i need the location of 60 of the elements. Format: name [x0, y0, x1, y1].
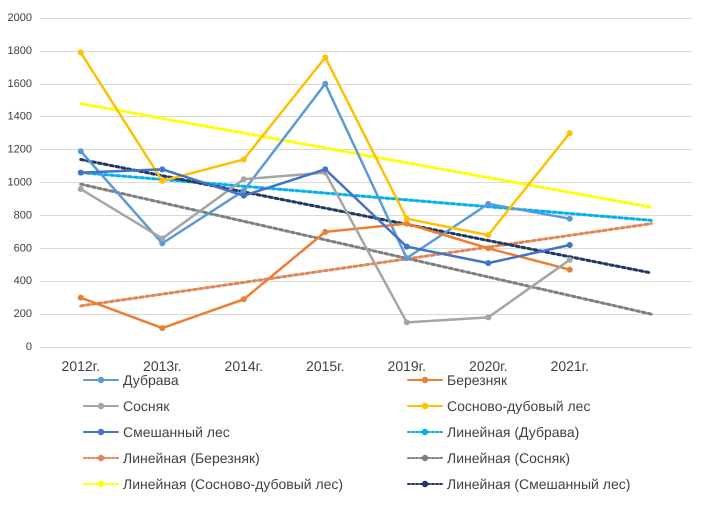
- y-tick-label: 1800: [8, 44, 32, 57]
- point: [322, 80, 328, 87]
- point: [240, 192, 247, 199]
- point: [485, 232, 492, 238]
- legend-label: Линейная (Сосняк): [447, 450, 570, 466]
- point: [159, 325, 166, 332]
- x-tick-label: 2019г.: [388, 358, 426, 374]
- point: [322, 166, 328, 172]
- x-tick-label: 2012г.: [62, 358, 100, 374]
- point: [78, 186, 84, 192]
- x-tick-label: 2015г.: [306, 358, 344, 374]
- legend-label: Сосняк: [123, 398, 170, 414]
- y-tick-label: 1200: [8, 144, 32, 156]
- point: [159, 240, 166, 246]
- point: [485, 260, 492, 266]
- point: [566, 256, 573, 263]
- point: [159, 166, 166, 172]
- y-tick-label: 200: [14, 308, 32, 320]
- point: [240, 296, 247, 302]
- x-tick-label: 2014г.: [224, 358, 263, 374]
- point: [78, 148, 84, 154]
- x-tick-label: 2020г.: [469, 358, 508, 374]
- point: [240, 156, 247, 162]
- point: [404, 255, 410, 262]
- y-tick-label: 0: [26, 341, 32, 353]
- legend-label: Смешанный лес: [123, 424, 230, 440]
- point: [485, 245, 492, 252]
- point: [78, 50, 84, 56]
- point: [566, 130, 573, 136]
- legend-label: Дубрава: [123, 372, 179, 388]
- point: [322, 54, 328, 60]
- y-tick-label: 800: [14, 209, 32, 222]
- point: [159, 235, 166, 242]
- point: [566, 266, 573, 273]
- legend-label: Линейная (Березняк): [123, 450, 260, 466]
- point: [566, 216, 573, 222]
- y-tick-label: 1000: [8, 176, 32, 188]
- y-tick-label: 400: [14, 275, 32, 288]
- point: [322, 228, 328, 235]
- point: [78, 170, 84, 176]
- point: [78, 294, 84, 301]
- legend-label: Линейная (Сосново-дубовый лес): [123, 476, 344, 492]
- point: [240, 176, 247, 182]
- point: [404, 319, 410, 326]
- point: [404, 216, 410, 222]
- point: [485, 200, 492, 207]
- x-tick-label: 2021г.: [550, 358, 589, 374]
- x-tick-label: 2013г.: [143, 358, 182, 374]
- point: [159, 178, 166, 184]
- legend-label: Линейная (Смешанный лес): [447, 476, 630, 492]
- point: [566, 242, 573, 248]
- point: [485, 314, 492, 320]
- point: [404, 244, 410, 250]
- y-tick-label: 2000: [8, 12, 32, 24]
- y-tick-label: 600: [14, 242, 32, 254]
- y-tick-label: 1400: [8, 110, 32, 123]
- y-tick-label: 1600: [8, 78, 32, 90]
- legend-label: Березняк: [447, 372, 508, 388]
- legend-label: Сосново-дубовый лес: [447, 398, 590, 414]
- legend-label: Линейная (Дубрава): [447, 424, 580, 440]
